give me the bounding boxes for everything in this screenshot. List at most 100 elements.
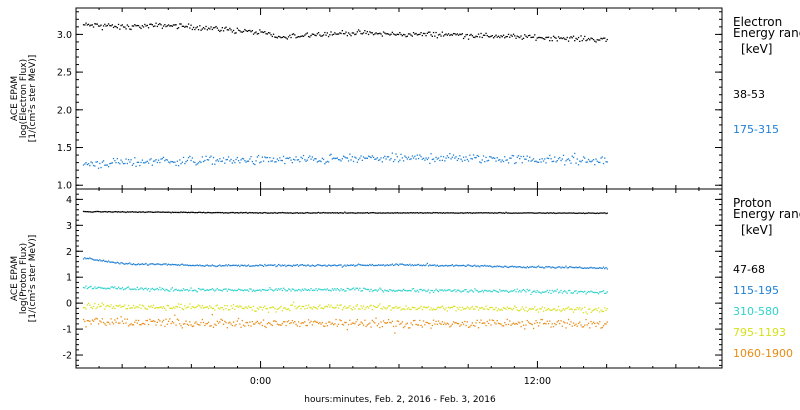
data-point xyxy=(440,323,442,325)
data-point xyxy=(284,264,286,266)
data-point xyxy=(91,319,93,321)
data-point xyxy=(555,161,557,163)
data-point xyxy=(190,159,192,162)
data-point xyxy=(390,289,392,291)
data-point xyxy=(575,323,577,325)
data-point xyxy=(281,211,283,214)
data-point xyxy=(386,156,388,158)
data-point xyxy=(367,307,370,309)
data-point xyxy=(489,36,491,38)
data-point xyxy=(334,264,336,266)
data-point xyxy=(86,287,88,290)
data-point xyxy=(372,156,375,159)
data-point xyxy=(590,290,592,292)
data-point xyxy=(429,322,431,325)
data-point xyxy=(275,265,277,268)
data-point xyxy=(239,30,241,32)
data-point xyxy=(84,257,86,259)
data-point xyxy=(380,264,382,266)
data-point xyxy=(309,36,311,38)
data-point xyxy=(502,325,505,327)
data-point xyxy=(519,212,521,214)
data-point xyxy=(494,157,496,160)
data-point xyxy=(509,320,511,322)
data-point xyxy=(599,267,601,269)
data-point xyxy=(539,158,541,161)
data-point xyxy=(341,30,343,32)
data-point xyxy=(84,287,86,289)
series-38-53 xyxy=(82,22,608,43)
data-point xyxy=(176,160,178,162)
data-point xyxy=(296,36,298,38)
data-point xyxy=(400,309,402,311)
data-point xyxy=(160,306,162,308)
data-point xyxy=(525,324,527,326)
data-point xyxy=(267,322,270,324)
data-point xyxy=(396,212,398,214)
data-point xyxy=(432,308,435,310)
data-point xyxy=(394,159,396,161)
data-point xyxy=(391,290,393,292)
data-point xyxy=(540,37,542,39)
data-point xyxy=(254,163,256,166)
data-point xyxy=(180,263,182,266)
data-point xyxy=(544,322,546,324)
data-point xyxy=(249,288,251,290)
data-point xyxy=(382,291,385,293)
data-point xyxy=(477,291,480,293)
data-point xyxy=(301,264,303,266)
data-point xyxy=(572,322,575,324)
data-point xyxy=(249,211,251,214)
data-point xyxy=(564,266,566,269)
data-point xyxy=(326,265,328,267)
data-point xyxy=(87,320,90,322)
data-point xyxy=(236,305,238,307)
data-point xyxy=(311,212,313,214)
data-point xyxy=(470,307,472,309)
data-point xyxy=(592,159,595,161)
data-point xyxy=(131,211,133,213)
data-point xyxy=(516,266,518,268)
data-point xyxy=(180,289,182,291)
data-point xyxy=(307,264,310,266)
data-point xyxy=(389,34,391,36)
data-point xyxy=(457,212,460,214)
data-point xyxy=(417,212,420,214)
data-point xyxy=(531,36,533,38)
data-point xyxy=(250,156,252,158)
data-point xyxy=(144,263,146,265)
data-point xyxy=(382,320,385,322)
data-point xyxy=(120,211,122,213)
data-point xyxy=(437,320,440,322)
data-point xyxy=(545,265,547,268)
data-point xyxy=(570,308,572,310)
data-point xyxy=(290,290,292,292)
data-point xyxy=(576,325,578,327)
data-point xyxy=(345,212,347,214)
data-point xyxy=(220,29,222,32)
data-point xyxy=(365,325,367,328)
data-point xyxy=(217,307,220,309)
data-point xyxy=(169,264,171,266)
data-point xyxy=(545,309,547,312)
data-point xyxy=(495,212,497,214)
data-point xyxy=(521,306,523,308)
data-point xyxy=(456,307,458,309)
data-point xyxy=(427,322,430,325)
data-point xyxy=(377,305,380,307)
data-point xyxy=(519,310,521,312)
data-point xyxy=(550,267,552,269)
data-point xyxy=(466,291,468,293)
data-point xyxy=(517,291,520,293)
data-point xyxy=(337,33,340,35)
data-point xyxy=(309,322,311,324)
data-point xyxy=(162,211,165,213)
data-point xyxy=(540,292,542,294)
data-point xyxy=(431,324,433,327)
data-point xyxy=(352,160,355,163)
data-point xyxy=(595,325,597,328)
data-point xyxy=(327,321,330,323)
data-point xyxy=(164,160,166,162)
data-point xyxy=(465,156,467,158)
data-point xyxy=(414,212,416,214)
